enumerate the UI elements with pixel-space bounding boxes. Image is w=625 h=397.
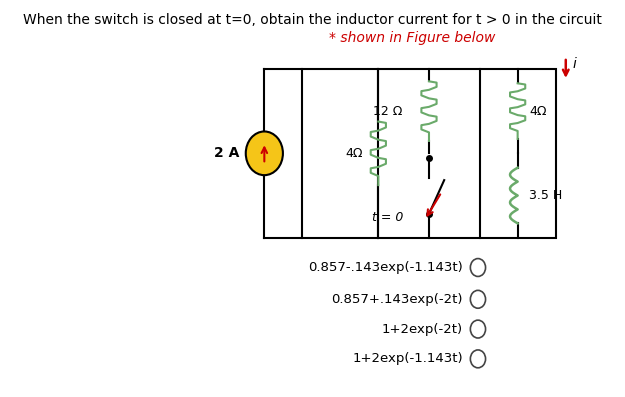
Text: 1+2exp(-2t): 1+2exp(-2t) [382, 323, 462, 335]
Text: 3.5 H: 3.5 H [529, 189, 562, 202]
Text: * shown in Figure below: * shown in Figure below [329, 31, 495, 45]
Text: i: i [572, 57, 576, 71]
Text: 12 Ω: 12 Ω [372, 105, 402, 118]
Circle shape [471, 258, 486, 276]
Text: 2 A: 2 A [214, 146, 239, 160]
Text: t = 0: t = 0 [372, 211, 404, 224]
Circle shape [471, 350, 486, 368]
Text: When the switch is closed at t=0, obtain the inductor current for t > 0 in the c: When the switch is closed at t=0, obtain… [23, 13, 602, 27]
Text: 4Ω: 4Ω [529, 105, 547, 118]
Text: 4Ω: 4Ω [346, 147, 363, 160]
Circle shape [246, 131, 283, 175]
Text: 0.857-.143exp(-1.143t): 0.857-.143exp(-1.143t) [308, 261, 462, 274]
Circle shape [471, 320, 486, 338]
Text: 0.857+.143exp(-2t): 0.857+.143exp(-2t) [331, 293, 462, 306]
Circle shape [471, 290, 486, 308]
Text: 1+2exp(-1.143t): 1+2exp(-1.143t) [352, 353, 462, 365]
Bar [302, 69, 556, 238]
